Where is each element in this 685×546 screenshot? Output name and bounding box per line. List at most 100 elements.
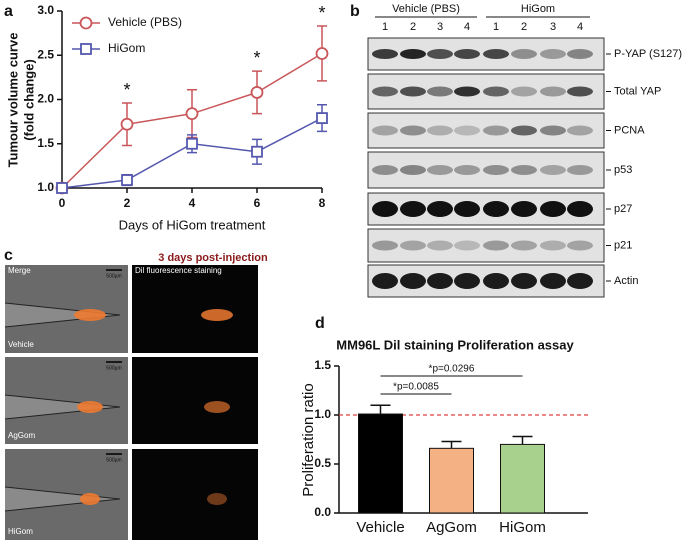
blot-band bbox=[567, 240, 593, 251]
lane-label: 1 bbox=[493, 21, 499, 33]
y-tick-label: 0.0 bbox=[314, 505, 331, 519]
lane-label: 1 bbox=[382, 21, 388, 33]
x-tick-label: 2 bbox=[124, 196, 131, 210]
blot-band bbox=[427, 125, 453, 136]
scale-bar-label: 500µm bbox=[106, 365, 121, 371]
chart-title: MM96L Dil staining Proliferation assay bbox=[336, 337, 574, 352]
x-tick-label: 6 bbox=[254, 196, 261, 210]
lane-label: 2 bbox=[521, 21, 527, 33]
blot-band bbox=[454, 273, 480, 289]
significance-star: * bbox=[123, 80, 130, 100]
panel-label: a bbox=[4, 3, 13, 20]
y-axis-label: Proliferation ratio bbox=[300, 383, 317, 496]
blot-band bbox=[400, 165, 426, 175]
blot-band bbox=[540, 165, 566, 175]
blot-band bbox=[483, 201, 509, 217]
y-tick-label: 0.5 bbox=[314, 456, 331, 470]
blot-band bbox=[511, 201, 537, 217]
column-label: Merge bbox=[8, 266, 31, 275]
blot-band bbox=[454, 165, 480, 175]
blot-band bbox=[511, 273, 537, 289]
blot-band bbox=[540, 86, 566, 97]
image-panel bbox=[132, 265, 258, 353]
blot-band bbox=[483, 165, 509, 175]
fluorescence bbox=[80, 493, 100, 505]
scale-bar-label: 500µm bbox=[106, 273, 121, 279]
lane-label: 2 bbox=[410, 21, 416, 33]
blot-band bbox=[567, 49, 593, 59]
lane-label: 3 bbox=[437, 21, 443, 33]
blot-band bbox=[372, 273, 398, 289]
x-tick-label: 8 bbox=[319, 196, 326, 210]
y-tick-label: 1.0 bbox=[314, 407, 331, 421]
blot-band bbox=[427, 201, 453, 217]
blot-band bbox=[540, 201, 566, 217]
blot-band bbox=[372, 240, 398, 251]
x-tick-label: 0 bbox=[59, 196, 66, 210]
row-label: PCNA bbox=[614, 124, 645, 136]
blot-band bbox=[567, 201, 593, 217]
blot-band bbox=[567, 165, 593, 175]
blot-band bbox=[511, 165, 537, 175]
blot-band bbox=[483, 125, 509, 136]
marker bbox=[121, 174, 133, 186]
fish-outline bbox=[4, 394, 121, 420]
blot-band bbox=[427, 273, 453, 289]
blot-band bbox=[567, 86, 593, 97]
y-tick-label: 1.5 bbox=[37, 136, 54, 150]
p-value: *p=0.0296 bbox=[429, 364, 475, 375]
p-value: *p=0.0085 bbox=[393, 382, 439, 393]
error-bar bbox=[512, 435, 533, 445]
image-panel bbox=[132, 449, 258, 540]
panel-label: d bbox=[315, 315, 325, 332]
blot-strip bbox=[367, 112, 605, 149]
row-label: HiGom bbox=[8, 527, 33, 536]
blot-band bbox=[372, 86, 398, 97]
y-tick-label: 1.5 bbox=[314, 358, 331, 372]
blot-band bbox=[483, 86, 509, 97]
marker bbox=[250, 86, 264, 99]
row-label: p53 bbox=[614, 164, 632, 176]
blot-band bbox=[400, 273, 426, 289]
fluorescence bbox=[74, 309, 106, 321]
row-label: AgGom bbox=[8, 431, 35, 440]
marker bbox=[186, 137, 198, 150]
blot-band bbox=[511, 240, 537, 251]
blot-band bbox=[400, 240, 426, 251]
x-tick-label: AgGom bbox=[426, 519, 477, 536]
significance-star: * bbox=[318, 3, 325, 23]
row-label: p27 bbox=[614, 203, 632, 215]
fish-outline bbox=[4, 486, 121, 512]
fish-outline bbox=[4, 302, 121, 328]
panel-label: b bbox=[350, 3, 360, 20]
blot-band bbox=[454, 201, 480, 217]
blot-band bbox=[567, 273, 593, 289]
x-tick-label: HiGom bbox=[499, 519, 546, 536]
row-label: P-YAP (S127) bbox=[614, 48, 682, 60]
x-axis-label: Days of HiGom treatment bbox=[119, 217, 266, 232]
error-bar bbox=[441, 440, 462, 449]
blot-band bbox=[400, 201, 426, 217]
blot-band bbox=[454, 125, 480, 136]
marker bbox=[316, 112, 328, 124]
lane-label: 4 bbox=[464, 21, 470, 33]
x-tick-label: Vehicle bbox=[356, 519, 404, 536]
blot-band bbox=[372, 201, 398, 217]
blot-band bbox=[540, 240, 566, 251]
blot-band bbox=[454, 86, 480, 97]
legend-label: Vehicle (PBS) bbox=[108, 15, 182, 29]
blot-band bbox=[372, 165, 398, 175]
column-label: Dil fluorescence staining bbox=[135, 266, 222, 275]
marker bbox=[315, 47, 329, 60]
marker bbox=[120, 117, 134, 131]
marker bbox=[56, 182, 68, 194]
blot-band bbox=[454, 49, 480, 59]
group-label: Vehicle (PBS) bbox=[392, 3, 460, 15]
fluorescence bbox=[77, 401, 103, 413]
y-tick-label: 2.0 bbox=[37, 92, 54, 106]
y-tick-label: 1.0 bbox=[37, 180, 54, 194]
group-label: HiGom bbox=[521, 3, 555, 15]
scale-bar-label: 500µm bbox=[106, 457, 121, 463]
legend-label: HiGom bbox=[108, 41, 145, 55]
